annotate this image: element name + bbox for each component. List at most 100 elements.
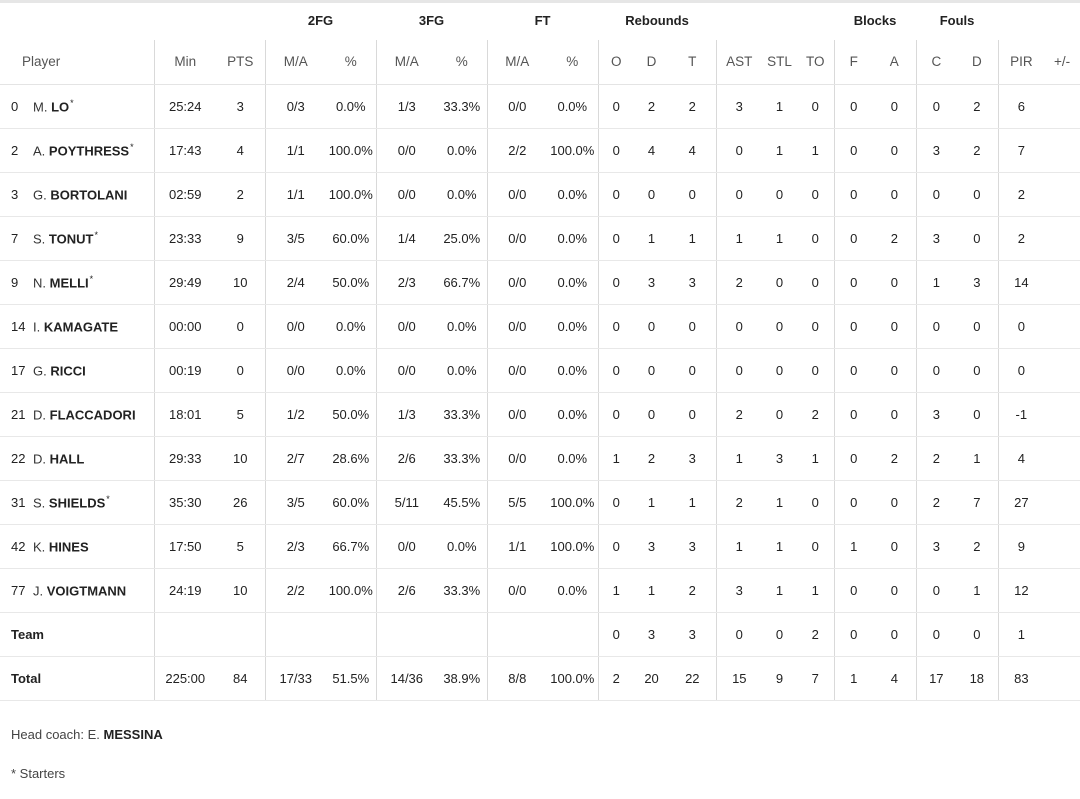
stat-fg3-pct: 38.9%: [437, 656, 488, 701]
player-initial: S.: [33, 231, 46, 247]
player-cell[interactable]: 7 S. TONUT*: [0, 216, 154, 261]
player-row[interactable]: 0 M. LO* 25:24 3 0/3 0.0% 1/3 33.3% 0/0 0.0% 0 2 2 3 1…: [0, 84, 1080, 129]
player-cell[interactable]: 2 A. POYTHRESS*: [0, 128, 154, 173]
stat-ft-pct: 0.0%: [547, 348, 599, 393]
player-cell[interactable]: 17 G. RICCI: [0, 348, 154, 393]
player-row[interactable]: 9 N. MELLI* 29:49 10 2/4 50.0% 2/3 66.7% 0/0 0.0%…: [0, 260, 1080, 305]
player-cell[interactable]: 31 S. SHIELDS*: [0, 480, 154, 525]
player-initial: I.: [33, 319, 41, 335]
stat-pts: 3: [216, 84, 265, 129]
stat-min: 00:19: [153, 348, 216, 393]
stat-blk-a: 0: [873, 304, 917, 349]
player-last-name[interactable]: MELLI: [49, 275, 89, 291]
player-row[interactable]: 7 S. TONUT* 23:33 9 3/5 60.0% 1/4 25.0% 0/0 0.0% 0…: [0, 216, 1080, 261]
col-to[interactable]: TO: [797, 40, 835, 85]
col-3fg-ma[interactable]: M/A: [375, 40, 438, 85]
col-reb-d[interactable]: D: [634, 40, 670, 85]
stat-ast: 1: [715, 524, 763, 569]
player-row[interactable]: 21 D. FLACCADORI 18:01 5 1/2 50.0% 1/3 33.3% 0/0…: [0, 392, 1080, 437]
stat-foul-c: 0: [915, 84, 957, 129]
col-foul-c[interactable]: C: [915, 40, 957, 85]
stat-ast: 0: [715, 128, 763, 173]
col-plus-minus[interactable]: +/-: [1044, 40, 1080, 85]
stat-foul-d: 2: [956, 524, 999, 569]
player-cell[interactable]: 77 J. VOIGTMANN: [0, 568, 154, 613]
player-row[interactable]: 17 G. RICCI 00:19 0 0/0 0.0% 0/0 0.0% 0/0 0.0% 0 0 0…: [0, 348, 1080, 393]
col-ft-ma[interactable]: M/A: [486, 40, 548, 85]
stat-fg2-pct: 28.6%: [326, 436, 377, 481]
col-ft-pct[interactable]: %: [547, 40, 599, 85]
player-cell[interactable]: 21 D. FLACCADORI: [0, 392, 154, 437]
player-row[interactable]: 31 S. SHIELDS* 35:30 26 3/5 60.0% 5/11 45.5% 5/5…: [0, 480, 1080, 525]
player-cell[interactable]: 9 N. MELLI*: [0, 260, 154, 305]
stat-foul-c: 0: [915, 348, 957, 393]
player-cell[interactable]: 22 D. HALL: [0, 436, 154, 481]
stat-blk-f: 0: [833, 348, 874, 393]
col-pir[interactable]: PIR: [997, 40, 1045, 85]
stat-pts: 26: [216, 480, 265, 525]
stat-fg3-pct: 33.3%: [437, 436, 488, 481]
col-reb-t[interactable]: T: [669, 40, 717, 85]
stat-pir: 0: [997, 304, 1045, 349]
col-2fg-pct[interactable]: %: [326, 40, 377, 85]
stat-blk-a: 0: [873, 260, 917, 305]
col-stl[interactable]: STL: [762, 40, 798, 85]
stat-stl: 9: [762, 656, 798, 701]
stat-ft-pct: 100.0%: [547, 524, 599, 569]
stat-foul-d: 0: [956, 392, 999, 437]
player-last-name[interactable]: FLACCADORI: [49, 407, 136, 423]
col-ast[interactable]: AST: [715, 40, 763, 85]
stat-foul-d: 0: [956, 172, 999, 217]
col-min[interactable]: Min: [153, 40, 216, 85]
player-cell[interactable]: 3 G. BORTOLANI: [0, 172, 154, 217]
stat-ft-ma: 0/0: [486, 436, 548, 481]
player-last-name[interactable]: TONUT: [48, 231, 94, 247]
player-cell[interactable]: 0 M. LO*: [0, 84, 154, 129]
player-last-name[interactable]: HALL: [49, 451, 85, 467]
stat-fg3-pct: 25.0%: [437, 216, 488, 261]
player-last-name[interactable]: VOIGTMANN: [46, 583, 127, 599]
stat-ft-pct: 0.0%: [547, 172, 599, 217]
player-number: 0: [11, 99, 19, 115]
player-last-name[interactable]: RICCI: [50, 363, 86, 379]
col-3fg-pct[interactable]: %: [437, 40, 488, 85]
player-row[interactable]: 22 D. HALL 29:33 10 2/7 28.6% 2/6 33.3% 0/0 0.0% 1…: [0, 436, 1080, 481]
stat-ast: 15: [715, 656, 763, 701]
col-blk-f[interactable]: F: [833, 40, 874, 85]
stat-stl: 0: [762, 392, 798, 437]
player-last-name[interactable]: POYTHRESS: [48, 143, 130, 159]
starter-marker: *: [94, 229, 98, 240]
col-reb-o[interactable]: O: [597, 40, 635, 85]
col-foul-d[interactable]: D: [956, 40, 999, 85]
stat-stl: 0: [762, 172, 798, 217]
stat-ft-ma: 0/0: [486, 304, 548, 349]
stat-stl: 3: [762, 436, 798, 481]
group-2fg: 2FG: [307, 13, 334, 28]
player-last-name[interactable]: KAMAGATE: [43, 319, 118, 335]
head-coach-name: MESSINA: [103, 727, 163, 742]
player-row[interactable]: 14 I. KAMAGATE 00:00 0 0/0 0.0% 0/0 0.0% 0/0 0.0%…: [0, 304, 1080, 349]
col-pts[interactable]: PTS: [216, 40, 265, 85]
starters-note: * Starters: [11, 766, 66, 781]
col-player[interactable]: Player: [0, 40, 154, 85]
player-cell[interactable]: 14 I. KAMAGATE: [0, 304, 154, 349]
col-2fg-ma[interactable]: M/A: [264, 40, 326, 85]
stat-reb-d: 3: [634, 612, 670, 657]
stat-blk-a: 0: [873, 172, 917, 217]
stat-reb-t: 1: [669, 480, 717, 525]
player-last-name[interactable]: BORTOLANI: [50, 187, 128, 203]
player-last-name[interactable]: HINES: [48, 539, 89, 555]
player-cell[interactable]: 42 K. HINES: [0, 524, 154, 569]
player-row[interactable]: 2 A. POYTHRESS* 17:43 4 1/1 100.0% 0/0 0.0% 2/2 1…: [0, 128, 1080, 173]
player-last-name[interactable]: LO: [51, 99, 70, 115]
stat-reb-d: 0: [634, 304, 670, 349]
player-last-name[interactable]: SHIELDS: [48, 495, 106, 511]
stat-ft-pct: 0.0%: [547, 392, 599, 437]
player-row[interactable]: 3 G. BORTOLANI 02:59 2 1/1 100.0% 0/0 0.0% 0/0 0.…: [0, 172, 1080, 217]
stat-stl: 1: [762, 84, 798, 129]
col-blk-a[interactable]: A: [873, 40, 917, 85]
stat-to: 0: [797, 172, 835, 217]
player-row[interactable]: 42 K. HINES 17:50 5 2/3 66.7% 0/0 0.0% 1/1 100.0%…: [0, 524, 1080, 569]
player-row[interactable]: 77 J. VOIGTMANN 24:19 10 2/2 100.0% 2/6 33.3% 0/…: [0, 568, 1080, 613]
group-ft: FT: [534, 13, 551, 28]
